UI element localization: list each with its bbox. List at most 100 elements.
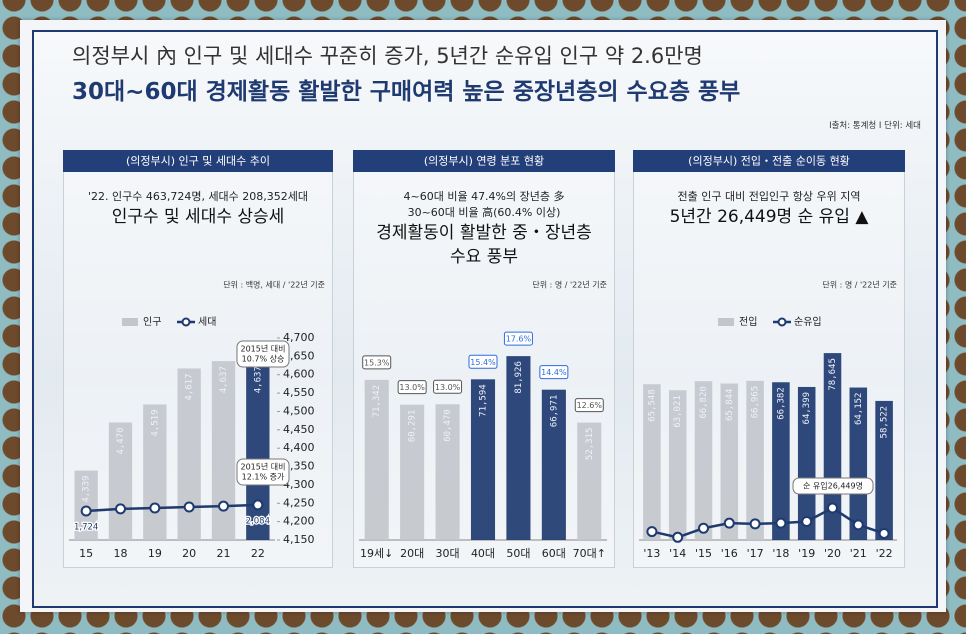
- line-point: [646, 526, 658, 538]
- bar: [694, 381, 713, 540]
- legend-label: 인구: [143, 316, 161, 328]
- line-point: [852, 519, 864, 531]
- percent-box: [362, 355, 392, 370]
- y-tick-label: 4,700: [283, 331, 315, 344]
- bar-value-label: 81,926: [514, 361, 524, 394]
- x-tick-label: 15: [79, 547, 93, 560]
- x-tick-label: 40대: [471, 547, 495, 560]
- percent-label: 12.6%: [577, 401, 603, 410]
- legend-label: 세대: [198, 316, 216, 328]
- panel-title-bar: [353, 150, 615, 172]
- y-tick-label: 4,600: [283, 368, 315, 381]
- legend-label: 순유입: [794, 315, 822, 328]
- bar-value-label: 4,617: [185, 373, 195, 400]
- bar-value-label: 66,971: [549, 395, 559, 428]
- x-tick-label: '15: [695, 547, 712, 560]
- bar: [400, 404, 425, 540]
- annotation: 순 유입26,449명: [803, 481, 863, 491]
- bar: [470, 379, 496, 540]
- bar: [246, 361, 270, 540]
- bar-value-label: 66,965: [751, 386, 761, 419]
- bar-value-label: 4,339: [82, 476, 92, 503]
- bar: [577, 422, 602, 540]
- x-tick-label: 60대: [542, 547, 566, 560]
- bar-value-label: 64,399: [802, 392, 812, 425]
- y-tick-label: 4,150: [283, 533, 315, 546]
- line-point: [749, 518, 761, 530]
- line-point: [672, 531, 684, 543]
- legend-swatch: [181, 317, 191, 327]
- bar-value-label: 4,637: [253, 366, 263, 393]
- line-point: [878, 527, 890, 539]
- source: I출처: 통계청 I 단위: 세대: [829, 121, 921, 131]
- bar: [772, 382, 790, 540]
- x-tick-label: '16: [721, 547, 738, 560]
- bar-value-label: 71,342: [372, 385, 382, 418]
- headline: 인구수 및 세대수 상승세: [112, 207, 285, 227]
- bar-value-label: 4,637: [219, 366, 229, 393]
- x-tick-label: 50대: [506, 547, 530, 560]
- bar: [746, 380, 764, 540]
- bar: [875, 400, 893, 540]
- x-tick-label: '19: [798, 547, 815, 560]
- x-tick-label: '17: [747, 547, 764, 560]
- bar: [108, 422, 133, 540]
- x-tick-label: 21: [217, 547, 231, 560]
- x-tick-label: 18: [114, 547, 128, 560]
- bar: [435, 404, 460, 540]
- line-point: [723, 517, 735, 529]
- panel-title: (의정부시) 인구 및 세대수 추이: [126, 155, 270, 168]
- subtitle: 전출 인구 대비 전입인구 항상 우위 지역: [678, 190, 861, 203]
- subtitle: '22. 인구수 463,724명, 세대수 208,352세대: [88, 190, 308, 203]
- bar: [177, 368, 201, 540]
- x-tick-label: 20대: [400, 547, 424, 560]
- percent-box: [433, 379, 463, 394]
- x-tick-label: '14: [669, 547, 686, 560]
- x-tick-label: '22: [876, 547, 893, 560]
- panel-title: (의정부시) 전입・전출 순이동 현황: [688, 155, 850, 168]
- bar-value-label: 65,548: [647, 389, 657, 422]
- y-tick-label: 4,650: [283, 349, 315, 362]
- bar: [849, 387, 868, 540]
- line: [86, 503, 258, 513]
- point-label: 2,084: [246, 516, 270, 526]
- line-point: [218, 500, 229, 512]
- y-tick-label: 4,500: [283, 404, 315, 417]
- legend-label: 전입: [739, 315, 757, 328]
- percent-label: 15.3%: [364, 358, 390, 367]
- line-point: [827, 502, 838, 514]
- line-point: [801, 515, 813, 527]
- x-tick-label: 70대↑: [573, 547, 606, 560]
- bar-value-label: 4,519: [150, 409, 160, 436]
- legend-swatch: [122, 318, 138, 326]
- line-point: [183, 501, 195, 513]
- x-tick-label: 22: [251, 547, 265, 560]
- percent-box: [503, 331, 533, 346]
- panel-title: (의정부시) 연령 분포 현황: [424, 155, 544, 168]
- bar: [668, 390, 687, 540]
- bar: [797, 386, 816, 540]
- header-title: 의정부시 內 인구 및 세대수 꾸준히 증가, 5년간 순유입 인구 약 2.6…: [72, 44, 703, 68]
- bar-value-label: 71,594: [479, 384, 489, 417]
- line-point: [115, 503, 126, 515]
- headline: 수요 풍부: [450, 247, 518, 267]
- bar-value-label: 58,522: [880, 406, 890, 439]
- line-point: [252, 499, 264, 511]
- annotation-box: [236, 458, 290, 486]
- percent-label: 17.6%: [506, 335, 532, 344]
- x-tick-label: '18: [772, 547, 789, 560]
- percent-box: [468, 354, 498, 369]
- bar-value-label: 52,315: [585, 428, 595, 461]
- panel-title-bar: [633, 150, 905, 172]
- annotation: 12.1% 증가: [242, 473, 285, 482]
- y-tick-label: 4,350: [283, 460, 315, 473]
- percent-label: 13.0%: [399, 383, 425, 392]
- line-point: [775, 517, 787, 529]
- percent-label: 15.4%: [470, 358, 496, 367]
- bar: [643, 384, 661, 540]
- annotation: 10.7% 상승: [242, 354, 285, 364]
- y-tick-label: 4,250: [283, 496, 315, 509]
- annotation-box: [236, 340, 290, 368]
- bar-value-label: 64,152: [854, 393, 864, 426]
